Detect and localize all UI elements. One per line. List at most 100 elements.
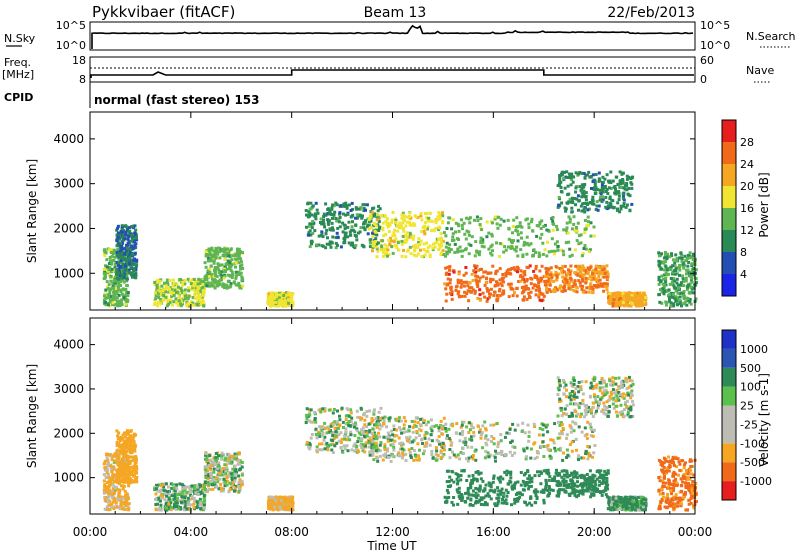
data-cell <box>506 218 510 222</box>
data-cell <box>278 298 282 302</box>
data-cell <box>176 497 180 500</box>
data-cell <box>324 246 328 250</box>
data-cell <box>449 248 453 252</box>
data-cell <box>105 267 109 271</box>
data-cell <box>585 224 589 228</box>
data-cell <box>566 176 570 179</box>
data-cell <box>464 266 468 269</box>
data-cell <box>239 266 243 269</box>
data-cell <box>472 269 476 273</box>
data-cell <box>404 255 408 259</box>
data-cell <box>529 276 533 280</box>
data-cell <box>124 474 128 478</box>
data-cell <box>527 222 531 226</box>
data-cell <box>315 445 319 449</box>
data-cell <box>229 483 233 487</box>
data-cell <box>116 285 120 289</box>
data-cell <box>466 284 470 288</box>
data-cell <box>634 294 638 298</box>
data-cell <box>221 282 225 286</box>
data-cell <box>456 247 460 251</box>
data-cell <box>127 484 131 488</box>
data-cell <box>326 445 329 449</box>
data-cell <box>195 489 199 493</box>
data-cell <box>155 286 159 290</box>
data-cell <box>207 472 211 476</box>
data-cell <box>643 293 647 297</box>
data-cell <box>125 274 129 278</box>
data-cell <box>115 250 119 254</box>
data-cell <box>476 219 480 223</box>
data-cell <box>603 270 607 274</box>
data-cell <box>123 476 127 480</box>
data-cell <box>576 265 580 269</box>
data-cell <box>400 254 404 258</box>
data-cell <box>355 429 359 433</box>
data-cell <box>233 486 237 490</box>
data-cell <box>457 290 461 294</box>
data-cell <box>616 302 620 306</box>
data-cell <box>309 408 313 412</box>
power-colorbar-tick-label: 8 <box>740 246 747 259</box>
data-cell <box>168 278 172 282</box>
data-cell <box>660 261 664 265</box>
data-cell <box>103 483 107 487</box>
data-cell <box>477 253 481 257</box>
data-cell <box>672 277 676 281</box>
data-cell <box>674 295 678 299</box>
data-cell <box>578 171 582 174</box>
data-cell <box>614 293 617 297</box>
data-cell <box>600 268 604 272</box>
data-cell <box>125 492 129 496</box>
data-cell <box>471 279 475 282</box>
data-cell <box>313 214 317 218</box>
data-cell <box>666 252 670 256</box>
data-cell <box>678 283 682 287</box>
data-cell <box>585 201 588 205</box>
data-cell <box>177 299 181 303</box>
data-cell <box>207 253 211 257</box>
data-cell <box>524 218 528 222</box>
data-cell <box>230 258 234 262</box>
data-cell <box>438 245 442 249</box>
data-cell <box>476 269 480 273</box>
data-cell <box>118 264 122 268</box>
data-cell <box>621 301 625 304</box>
data-cell <box>128 435 132 439</box>
data-cell <box>426 250 430 254</box>
data-cell <box>371 240 375 244</box>
data-cell <box>506 245 510 249</box>
data-cell <box>495 241 498 245</box>
data-cell <box>128 440 132 444</box>
data-cell <box>234 283 238 287</box>
data-cell <box>119 298 123 302</box>
data-cell <box>375 245 379 249</box>
data-cell <box>177 507 181 511</box>
data-cell <box>434 221 438 225</box>
data-cell <box>107 480 111 484</box>
data-cell <box>311 219 315 223</box>
data-cell <box>536 277 540 281</box>
data-cell <box>429 229 433 233</box>
data-cell <box>570 196 574 200</box>
data-cell <box>614 192 618 196</box>
data-cell <box>229 269 233 272</box>
data-cell <box>330 206 334 210</box>
data-cell <box>691 258 695 261</box>
data-cell <box>568 254 572 258</box>
data-cell <box>130 233 134 237</box>
data-cell <box>631 292 635 296</box>
data-cell <box>564 175 568 179</box>
data-cell <box>107 303 110 307</box>
data-cell <box>567 240 571 244</box>
data-cell <box>514 229 518 232</box>
data-cell <box>132 269 136 273</box>
data-cell <box>359 406 363 410</box>
data-cell <box>195 485 199 489</box>
data-cell <box>193 293 197 297</box>
data-cell <box>200 290 203 294</box>
data-cell <box>125 457 129 461</box>
data-cell <box>611 304 615 308</box>
data-cell <box>193 486 197 490</box>
data-cell <box>367 445 371 449</box>
